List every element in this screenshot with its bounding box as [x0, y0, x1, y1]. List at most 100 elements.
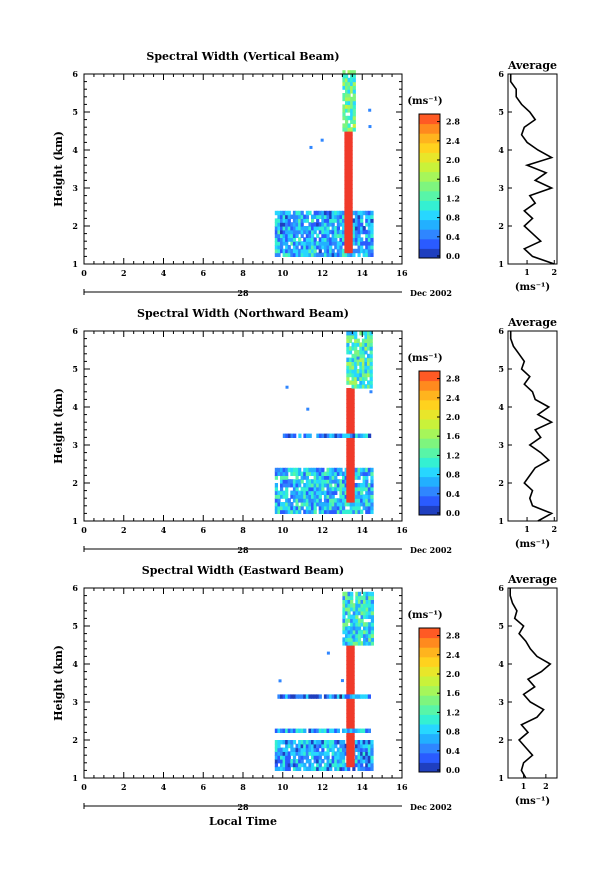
heatmap-cell	[360, 607, 364, 612]
x-tick-label: 0	[81, 268, 87, 278]
average-unit: (ms⁻¹)	[515, 796, 550, 807]
colorbar-tick-label: 2.0	[446, 412, 460, 422]
heatmap-cell	[342, 433, 346, 438]
heatmap-cell	[350, 96, 354, 102]
heatmap-cell	[346, 471, 350, 476]
heatmap-cell	[357, 467, 361, 473]
x-tick-label: 8	[240, 782, 246, 792]
heatmap-cell	[316, 218, 320, 223]
heatmap-cell	[352, 115, 356, 121]
heatmap-cell	[318, 252, 322, 257]
heatmap-cell	[316, 502, 320, 507]
heatmap-cell	[290, 743, 294, 749]
heatmap-cell	[344, 245, 348, 250]
heatmap-cell	[354, 338, 358, 343]
heatmap-cell	[351, 713, 355, 718]
heatmap-cell	[370, 483, 374, 488]
heatmap-cell	[370, 614, 374, 619]
average-y-tick-label: 5	[498, 107, 504, 117]
heatmap-cell	[347, 694, 351, 699]
heatmap-cell	[370, 740, 374, 745]
heatmap-cell	[323, 751, 328, 756]
heatmap-cell	[352, 123, 356, 128]
heatmap-cell	[316, 740, 320, 745]
heatmap-cell	[316, 241, 320, 246]
heatmap-cell	[346, 395, 350, 400]
heatmap-cell	[347, 610, 351, 616]
heatmap-cell	[354, 494, 359, 499]
heatmap	[274, 591, 374, 771]
heatmap-cell	[295, 252, 299, 257]
heatmap-cell	[303, 498, 307, 503]
colorbar-swatch	[419, 656, 440, 667]
heatmap-cell	[359, 384, 363, 389]
heatmap-cell	[313, 214, 317, 219]
heatmap-cell	[287, 229, 291, 235]
heatmap-cell	[344, 195, 348, 200]
heatmap-cell	[350, 104, 354, 109]
heatmap-cell	[323, 498, 328, 503]
heatmap-cell	[352, 89, 356, 94]
heatmap-cell	[348, 437, 353, 442]
panel-1: Spectral Width (Vertical Beam)0 2 4 6 8 10 12 1…	[52, 50, 558, 298]
heatmap-cell	[350, 603, 354, 608]
heatmap-cell	[274, 467, 278, 473]
heatmap-cell	[348, 471, 353, 476]
heatmap-cell	[316, 483, 320, 488]
heatmap-cell	[342, 115, 346, 121]
heatmap-cell	[313, 766, 317, 771]
heatmap-cell	[365, 505, 369, 511]
heatmap-cell	[287, 740, 291, 745]
heatmap-cell	[342, 479, 346, 484]
heatmap-cell	[334, 471, 338, 476]
heatmap-cell	[342, 505, 346, 511]
heatmap-cell	[300, 479, 304, 484]
heatmap-cell	[346, 203, 351, 208]
heatmap-cell	[298, 218, 302, 223]
heatmap-cell	[305, 248, 309, 254]
heatmap-cell	[349, 237, 353, 242]
heatmap-cell	[350, 74, 354, 79]
heatmap-cell	[313, 743, 317, 749]
heatmap-cell	[323, 471, 328, 476]
heatmap-cell	[298, 728, 302, 733]
average-line	[509, 331, 554, 522]
heatmap-cell	[346, 467, 350, 473]
heatmap-cell	[344, 199, 348, 204]
heatmap-cell	[352, 233, 356, 238]
heatmap-cell	[318, 505, 322, 511]
heatmap-cell	[298, 766, 302, 771]
heatmap-cell	[313, 490, 317, 495]
heatmap-cell	[334, 237, 338, 242]
heatmap-cell	[346, 184, 351, 189]
heatmap-cell	[361, 346, 366, 351]
heatmap-cell	[308, 728, 312, 733]
colorbar-tick-label: 0.4	[446, 232, 460, 242]
heatmap-cell	[348, 331, 353, 336]
heatmap-cell	[346, 724, 350, 730]
y-tick-label: 4	[72, 402, 78, 412]
heatmap-cell	[365, 210, 369, 216]
heatmap-cell	[339, 237, 343, 242]
heatmap-cell	[303, 762, 307, 768]
heatmap-cell	[346, 176, 351, 181]
heatmap-cell	[292, 218, 297, 223]
heatmap-cell	[298, 226, 302, 231]
heatmap-cell	[348, 736, 353, 741]
heatmap-cell	[298, 509, 302, 514]
heatmap	[274, 70, 374, 257]
heatmap-cell	[349, 222, 353, 227]
heatmap-cell	[274, 755, 278, 760]
heatmap-cell	[329, 241, 333, 246]
heatmap-cell	[348, 456, 353, 461]
heatmap-cell	[361, 353, 366, 359]
heatmap-cell	[369, 372, 373, 378]
heatmap-cell	[342, 743, 346, 749]
heatmap-cell	[342, 123, 346, 128]
heatmap-cell	[365, 614, 369, 619]
heatmap-cell	[357, 743, 361, 749]
heatmap-cell	[346, 429, 350, 435]
heatmap-cell	[360, 214, 364, 219]
heatmap-cell	[345, 622, 349, 627]
heatmap-cell	[342, 77, 346, 83]
